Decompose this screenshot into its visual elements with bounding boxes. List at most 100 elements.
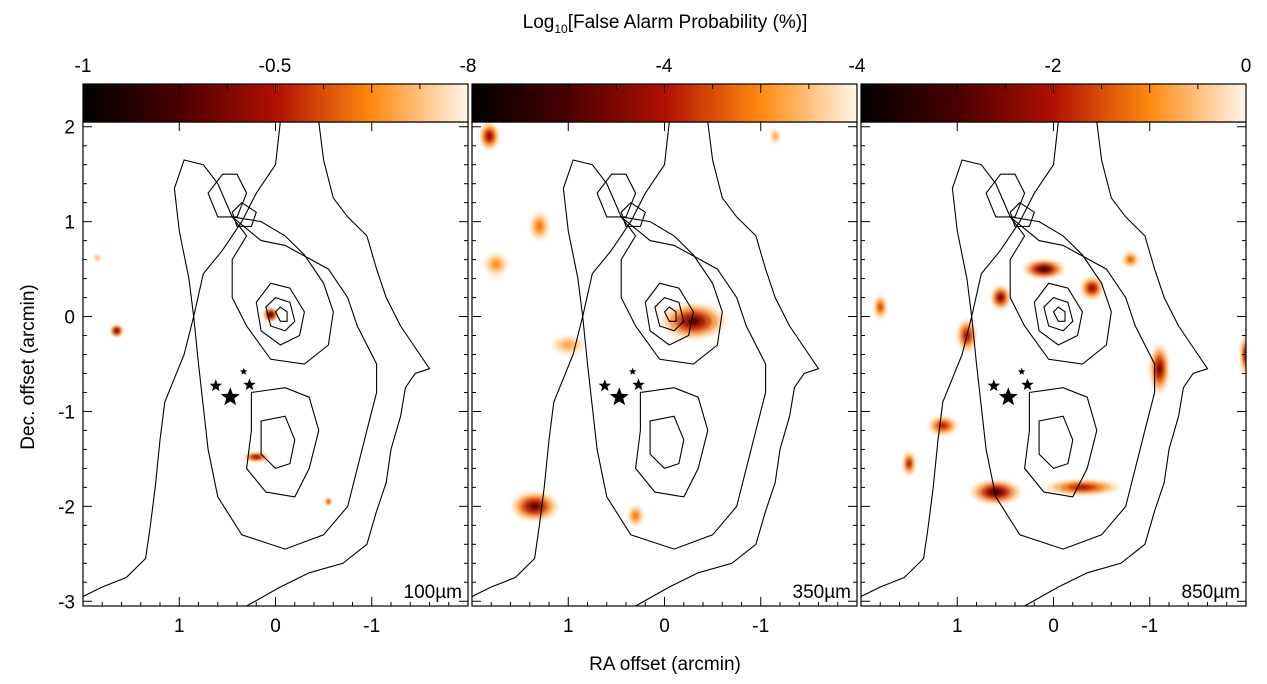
heatmap [477, 122, 781, 529]
star-marker-3 [243, 378, 256, 391]
contour-7 [644, 282, 694, 346]
contours [472, 122, 820, 606]
star-marker-4 [239, 367, 248, 375]
contour-5 [231, 201, 257, 227]
contour-5 [1009, 201, 1035, 227]
heatmap-blob-1 [269, 313, 273, 317]
contour-2 [619, 216, 723, 365]
contour-3 [635, 387, 709, 498]
colorbar-tick-label: -8 [460, 56, 477, 77]
contour-6 [649, 415, 685, 470]
panel-wavelength-label: 850µm [1182, 582, 1240, 603]
contour-4 [985, 173, 1026, 218]
x-tick-label: 1 [952, 616, 963, 637]
panel-frame [471, 121, 858, 607]
star-marker-2 [998, 387, 1018, 406]
contour-2 [230, 216, 334, 365]
heatmap-blob-5 [493, 262, 499, 267]
colorbar-tick-label: -0.5 [259, 56, 292, 77]
x-tick-label: 1 [174, 616, 185, 637]
panel-wavelength-label: 100µm [404, 582, 462, 603]
x-tick-label: 0 [659, 616, 670, 637]
y-tick-label: 2 [64, 118, 75, 139]
star-marker-1 [598, 379, 611, 392]
heatmap-blob-2 [115, 329, 118, 333]
contour-4 [596, 173, 637, 218]
y-tick-label: 1 [64, 213, 75, 234]
contour-9 [274, 306, 288, 322]
contour-8 [1043, 296, 1074, 332]
panel-wavelength-label: 350µm [793, 582, 851, 603]
y-tick-label: -3 [58, 592, 75, 613]
figure-title: Log10[False Alarm Probability (%)] [523, 12, 808, 36]
contour-outer-1 [83, 122, 281, 597]
contour-2 [1008, 216, 1112, 365]
star-marker-3 [632, 378, 645, 391]
x-tick-label: -1 [1141, 616, 1158, 637]
heatmap-blob-7 [634, 513, 638, 518]
heatmap-blob-9 [907, 461, 911, 466]
colorbar-tick-label: -4 [849, 56, 866, 77]
x-tick-label: -1 [363, 616, 380, 637]
contour-outer-2 [635, 122, 820, 606]
panel-1: 1 0 -1 2 1 0 -1 -2 -3 100µm [58, 83, 469, 637]
x-tick-label: 0 [1048, 616, 1059, 637]
y-tick-label: -2 [58, 497, 75, 518]
contour-7 [255, 282, 305, 346]
heatmap-blob-3 [487, 133, 492, 139]
star-marker-2 [609, 387, 629, 406]
contour-8 [265, 296, 296, 332]
contour-3 [246, 387, 320, 498]
contour-outer-2 [246, 122, 431, 606]
heatmap-blob-11 [1128, 258, 1133, 262]
contour-9 [663, 306, 677, 322]
y-axis-label: Dec. offset (arcmin) [18, 284, 39, 449]
heatmap-blob-8 [774, 134, 777, 138]
colorbar-tick-label: -4 [656, 56, 673, 77]
contour-3 [1024, 387, 1098, 498]
heatmap-blob-6 [1157, 364, 1162, 374]
heatmap [92, 253, 333, 507]
contour-9 [1052, 306, 1066, 322]
contour-6 [1038, 415, 1074, 470]
heatmap-blob-3 [1089, 285, 1095, 291]
y-tick-label: 0 [64, 308, 75, 329]
heatmap-blob-5 [1075, 485, 1090, 489]
heatmap [872, 250, 1246, 507]
contour-outer-2 [1024, 122, 1209, 606]
contours [83, 122, 431, 606]
heatmap-blob-4 [991, 489, 1001, 495]
x-tick-label: 1 [563, 616, 574, 637]
heatmap-blob-1 [1039, 267, 1048, 271]
heatmap-blob-8 [939, 423, 946, 428]
contour-1 [562, 159, 767, 550]
contour-outer-1 [861, 122, 1059, 597]
heatmap-blob-4 [537, 223, 542, 230]
panel-3: 1 0 -1 850µm [860, 83, 1247, 637]
star-marker-3 [1021, 378, 1034, 391]
contour-5 [620, 201, 646, 227]
heatmap-blob-2 [998, 295, 1003, 300]
y-tick-label: -1 [58, 402, 75, 423]
contour-6 [260, 415, 296, 470]
star-marker-2 [220, 387, 240, 406]
heatmap-blob-4 [253, 456, 259, 458]
panel-frame [860, 121, 1247, 607]
colorbar-tick-label: -2 [1045, 56, 1062, 77]
star-marker-4 [1017, 367, 1026, 375]
contour-4 [207, 173, 248, 218]
panel-2: 1 0 -1 350µm [471, 83, 858, 637]
x-tick-label: 0 [270, 616, 281, 637]
heatmap-blob-3 [96, 256, 99, 259]
panel-frame [82, 121, 469, 607]
heatmap-blob-2 [530, 503, 540, 510]
heatmap-blob-1 [687, 317, 700, 325]
x-tick-label: -1 [752, 616, 769, 637]
heatmap-blob-10 [879, 304, 882, 310]
star-marker-1 [209, 379, 222, 392]
contour-1 [173, 159, 378, 550]
heatmap-blob-6 [565, 343, 572, 347]
star-marker-1 [987, 379, 1000, 392]
contour-1 [951, 159, 1156, 550]
